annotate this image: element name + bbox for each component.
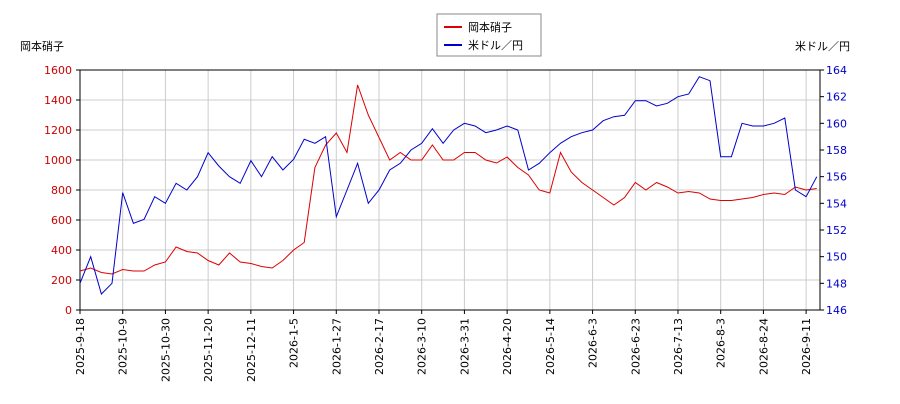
y2-tick-label: 164 [826, 64, 847, 77]
x-tick-label: 2026-7-13 [672, 318, 685, 375]
y-tick-label: 1400 [44, 94, 72, 107]
x-tick-label: 2026-2-17 [373, 318, 386, 375]
x-tick-label: 2026-8-3 [715, 318, 728, 368]
x-tick-label: 2026-3-10 [416, 318, 429, 375]
y2-tick-label: 154 [826, 197, 847, 210]
x-tick-label: 2025-12-11 [245, 318, 258, 382]
legend-label: 岡本硝子 [468, 20, 512, 34]
y-tick-label: 0 [65, 304, 72, 317]
x-tick-label: 2025-10-9 [117, 318, 130, 375]
legend-box [436, 13, 542, 57]
x-tick-label: 2026-5-14 [544, 318, 557, 375]
x-tick-label: 2026-6-23 [629, 318, 642, 375]
y2-tick-label: 162 [826, 91, 847, 104]
series-line [79, 84, 817, 275]
y2-tick-label: 156 [826, 171, 847, 184]
x-tick-label: 2026-6-3 [587, 318, 600, 368]
y2-tick-label: 146 [826, 304, 847, 317]
y2-tick-label: 148 [826, 277, 847, 290]
x-tick-label: 2026-8-24 [757, 318, 770, 375]
y2-tick-label: 152 [826, 224, 847, 237]
y2-tick-label: 150 [826, 251, 847, 264]
y2-axis-label: 米ドル／円 [795, 40, 850, 53]
x-tick-label: 2026-1-5 [288, 318, 301, 368]
y-tick-label: 400 [51, 244, 72, 257]
y-tick-label: 1600 [44, 64, 72, 77]
y-tick-label: 800 [51, 184, 72, 197]
x-tick-label: 2026-4-20 [501, 318, 514, 375]
y2-tick-label: 160 [826, 117, 847, 130]
legend-label: 米ドル／円 [468, 39, 523, 52]
y-axis-label: 岡本硝子 [20, 39, 64, 53]
x-tick-label: 2025-11-20 [202, 318, 215, 382]
y-tick-label: 1000 [44, 154, 72, 167]
y-tick-label: 1200 [44, 124, 72, 137]
y-tick-label: 600 [51, 214, 72, 227]
x-tick-label: 2025-9-18 [74, 318, 87, 375]
plot-frame [79, 69, 821, 311]
y-tick-label: 200 [51, 274, 72, 287]
x-tick-label: 2025-10-30 [159, 318, 172, 382]
x-tick-label: 2026-1-27 [330, 318, 343, 375]
y2-tick-label: 158 [826, 144, 847, 157]
x-tick-label: 2026-3-31 [458, 318, 471, 375]
x-tick-label: 2026-9-11 [800, 318, 813, 375]
series-line [79, 76, 818, 295]
